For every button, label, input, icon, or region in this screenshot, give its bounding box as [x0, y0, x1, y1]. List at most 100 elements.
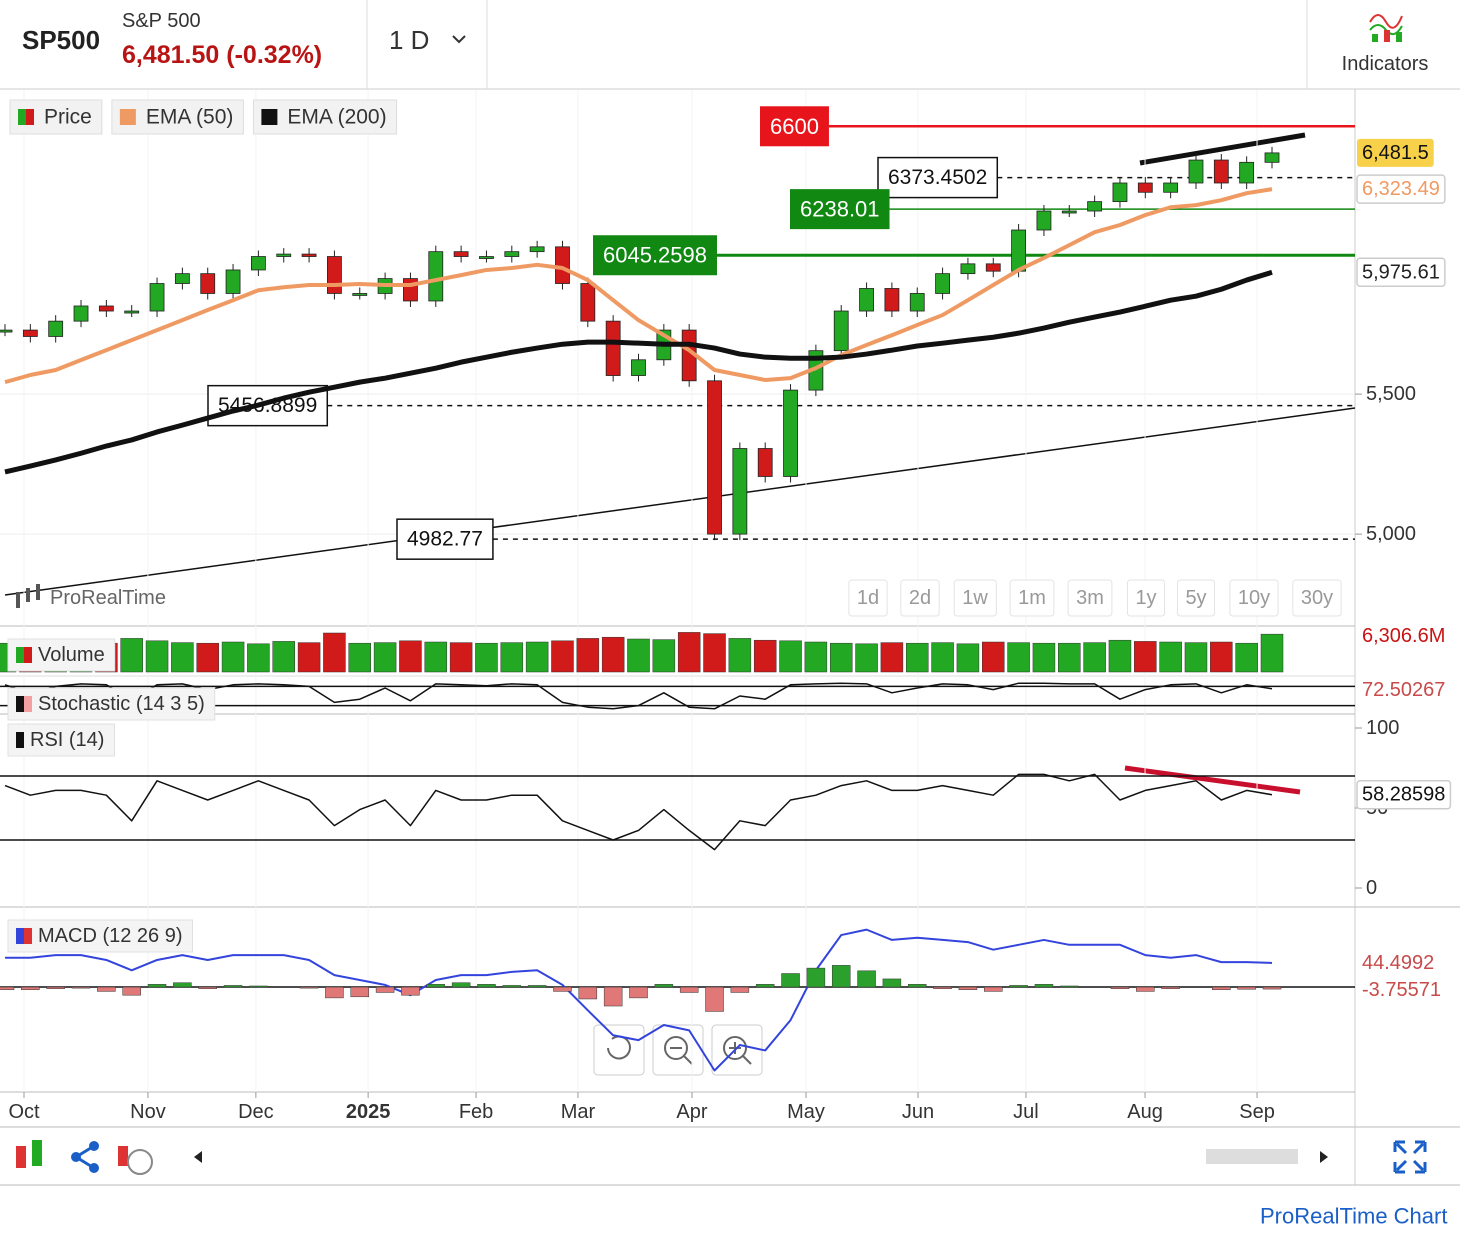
period-box[interactable]	[900, 579, 940, 617]
legend-item[interactable]: Price	[9, 99, 103, 135]
indicators-button[interactable]: Indicators	[1342, 6, 1429, 75]
indicators-label[interactable]: Indicators	[1342, 53, 1429, 75]
period-label[interactable]: 1y	[1135, 587, 1156, 609]
volume-bar	[145, 640, 169, 673]
scroll-right[interactable]	[1320, 1151, 1328, 1163]
x-tick-label: Dec	[238, 1101, 274, 1123]
zoom-out-button[interactable]	[652, 1024, 704, 1076]
tool-icon[interactable]	[32, 1140, 42, 1166]
quote: 6,481.50 (-0.32%)	[122, 41, 322, 69]
indicator-label[interactable]: Stochastic (14 3 5)	[7, 687, 216, 721]
candle	[985, 263, 1001, 272]
histogram-bar	[1212, 986, 1231, 991]
candle	[1061, 210, 1077, 214]
volume-bar	[804, 641, 828, 673]
candle	[225, 269, 241, 294]
candle	[1011, 229, 1026, 272]
fullscreen-icon[interactable]	[1393, 1140, 1427, 1174]
legend-swatch	[26, 109, 34, 125]
period-box[interactable]	[1126, 579, 1166, 617]
level-label-text: 5456.8899	[218, 394, 317, 417]
period-label[interactable]: 5y	[1185, 587, 1206, 609]
candle	[935, 273, 950, 294]
period-box[interactable]	[953, 579, 997, 617]
candle	[1036, 210, 1052, 231]
period-box[interactable]	[1292, 579, 1342, 617]
histogram-bar	[502, 985, 522, 988]
period-button[interactable]: 1w	[953, 579, 997, 617]
period-box[interactable]	[1176, 579, 1216, 617]
scrollbar[interactable]	[1206, 1149, 1298, 1164]
histogram-bar	[679, 986, 699, 993]
timeframe-selector[interactable]: 1 D	[389, 25, 466, 55]
period-label[interactable]: 10y	[1238, 587, 1270, 609]
icon	[683, 1055, 693, 1065]
histogram-bar	[958, 986, 978, 991]
scroll-left[interactable]	[194, 1151, 202, 1163]
candle	[149, 283, 165, 312]
icon	[1396, 32, 1402, 42]
x-tick-label: Oct	[8, 1101, 40, 1123]
period-button[interactable]: 3m	[1067, 579, 1113, 617]
timeframe[interactable]: 1 D	[389, 25, 429, 55]
legend-swatch	[119, 109, 136, 125]
period-label[interactable]: 1m	[1018, 587, 1046, 609]
volume-bar	[1260, 633, 1284, 673]
period-label[interactable]: 1w	[962, 587, 988, 609]
zoom-in-button[interactable]	[711, 1024, 763, 1076]
period-button[interactable]: 10y	[1229, 579, 1279, 617]
period-label[interactable]: 2d	[909, 587, 931, 609]
icon	[742, 1055, 752, 1065]
indicator-label[interactable]: RSI (14)	[7, 723, 115, 757]
axis-value-label: 5,975.61	[1356, 257, 1446, 288]
help-icon[interactable]	[118, 1146, 128, 1166]
candle	[833, 310, 849, 352]
indicator-label[interactable]: Volume	[7, 638, 116, 672]
trend-line	[1139, 132, 1306, 166]
histogram-bar	[553, 986, 572, 992]
axis-value-label: 58.28598	[1356, 779, 1452, 810]
level-label: 4982.77	[396, 518, 494, 560]
candle	[631, 359, 646, 376]
period-box[interactable]	[1229, 579, 1279, 617]
histogram-bar	[21, 986, 40, 991]
period-label[interactable]: 3m	[1076, 587, 1104, 609]
histogram-bar	[629, 986, 648, 999]
histogram-bar	[299, 986, 319, 989]
instrument-name: S&P 500	[122, 10, 201, 32]
legend-swatch	[18, 109, 26, 125]
level-label-text: 6600	[770, 114, 819, 139]
period-box[interactable]	[1067, 579, 1113, 617]
period-button[interactable]: 2d	[900, 579, 940, 617]
icon	[1369, 14, 1403, 29]
axis-value-label-box	[1356, 779, 1452, 810]
period-label[interactable]: 30y	[1301, 587, 1333, 609]
period-button[interactable]: 1y	[1126, 579, 1166, 617]
indicator-swatch	[16, 732, 24, 748]
period-label[interactable]: 1d	[857, 587, 879, 609]
indicator-label[interactable]: MACD (12 26 9)	[7, 919, 193, 953]
legend-item[interactable]: EMA (50)	[111, 99, 244, 135]
x-tick-label: Aug	[1127, 1101, 1163, 1123]
candle	[732, 448, 748, 535]
indicator-swatch	[24, 696, 32, 712]
level-label-box	[593, 235, 717, 276]
period-button[interactable]: 1m	[1009, 579, 1055, 617]
volume-bar	[855, 643, 878, 673]
reset-button[interactable]	[593, 1024, 645, 1076]
watermark-icon	[16, 592, 20, 608]
level-label: 5456.8899	[207, 384, 329, 427]
histogram-bar	[0, 986, 15, 991]
histogram-bar	[603, 986, 623, 1007]
period-box[interactable]	[848, 579, 888, 617]
volume-bar	[601, 636, 625, 673]
period-box[interactable]	[1009, 579, 1055, 617]
period-button[interactable]: 1d	[848, 579, 888, 617]
period-button[interactable]: 30y	[1292, 579, 1342, 617]
legend-item[interactable]: EMA (200)	[252, 99, 398, 135]
tool-icon[interactable]	[16, 1146, 26, 1168]
histogram-bar	[147, 984, 167, 988]
period-button[interactable]: 5y	[1176, 579, 1216, 617]
candle	[200, 273, 216, 294]
